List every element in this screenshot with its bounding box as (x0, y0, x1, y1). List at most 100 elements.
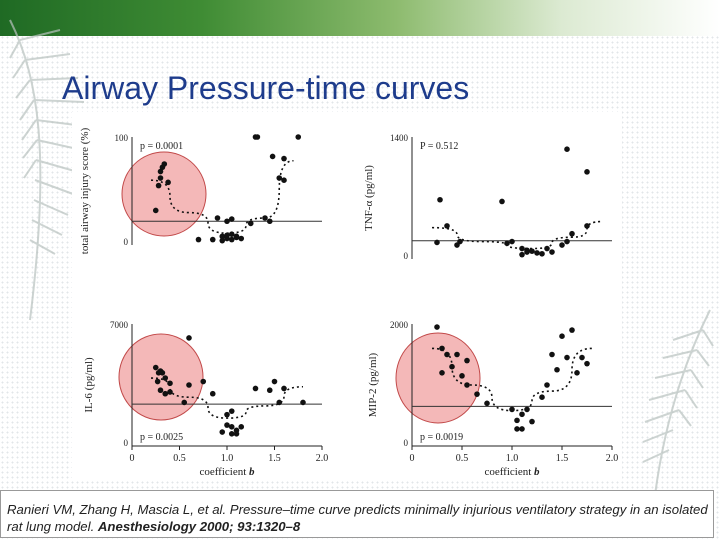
data-point (200, 378, 207, 385)
data-point (569, 230, 575, 237)
data-point (539, 250, 545, 257)
x-tick-label: 2.0 (316, 453, 329, 464)
data-point (224, 218, 230, 225)
citation-journal: Anesthesiology 2000; 93:1320–8 (97, 519, 301, 534)
data-point (159, 370, 166, 376)
data-point (549, 351, 555, 358)
x-tick-label: 1.5 (556, 453, 569, 464)
data-point (509, 238, 515, 245)
data-point (228, 231, 235, 237)
subplot-2: 1400 0 TNF-α (pg/ml) P = 0.512 (363, 133, 612, 261)
data-point (519, 251, 525, 258)
data-point (266, 218, 273, 225)
data-point (228, 424, 235, 430)
data-point (276, 175, 283, 181)
data-point (579, 354, 585, 361)
data-point (281, 155, 287, 162)
y-tick-label: 100 (115, 133, 129, 143)
data-point (228, 431, 235, 437)
data-point (238, 424, 245, 430)
p-value-label: p = 0.0001 (140, 141, 183, 152)
data-point (584, 169, 590, 175)
y-tick-label: 0 (124, 237, 129, 247)
y-tick-label: 0 (404, 251, 409, 261)
data-point (457, 238, 463, 245)
data-point (564, 354, 570, 361)
subplot-1: 100 0 total airway injury score (%) p = 0.0… (79, 127, 322, 254)
data-point (269, 153, 276, 160)
header-gradient-bar (0, 0, 720, 36)
data-point (529, 418, 535, 425)
data-point (154, 378, 161, 385)
data-point (152, 364, 159, 371)
data-point (162, 375, 169, 381)
x-axis-label-text: coefficient (199, 466, 249, 478)
data-point (534, 250, 540, 256)
data-point (238, 235, 245, 242)
figure-svg: 100 0 total airway injury score (%) p = 0.0… (79, 127, 618, 478)
data-point (233, 431, 240, 437)
x-axis-1: 0 0.5 1.0 1.5 2.0 coefficient b (130, 445, 329, 478)
data-point (181, 399, 188, 406)
data-point (252, 385, 259, 392)
data-point (224, 411, 230, 418)
data-point (549, 249, 555, 255)
x-tick-label: 1.0 (506, 453, 519, 464)
data-point (254, 134, 261, 140)
slide-title: Airway Pressure-time curves (62, 70, 470, 106)
data-point (186, 335, 192, 341)
data-point (224, 422, 230, 428)
data-point (459, 373, 465, 379)
x-tick-label: 1.0 (221, 453, 234, 464)
x-tick-label: 0.5 (456, 453, 469, 464)
data-point (519, 411, 525, 418)
data-point (233, 233, 240, 240)
data-point (167, 380, 173, 387)
data-point (484, 400, 490, 407)
data-point (209, 236, 216, 243)
data-point (295, 134, 302, 140)
fern-decoration-right (642, 309, 714, 496)
data-point (559, 333, 565, 339)
data-point (444, 223, 450, 229)
data-point (449, 363, 455, 370)
data-point (454, 351, 460, 358)
p-value-label: P = 0.512 (420, 141, 458, 152)
data-point (444, 351, 450, 358)
data-point (276, 399, 283, 406)
data-point (529, 248, 535, 254)
data-point (281, 177, 287, 183)
data-point (152, 207, 159, 214)
data-point (464, 382, 470, 388)
data-point (155, 182, 162, 189)
p-value-label: p = 0.0019 (420, 432, 463, 443)
data-point (224, 232, 230, 239)
data-point (157, 168, 164, 175)
figure-panel: 100 0 total airway injury score (%) p = 0.0… (72, 112, 622, 480)
p-value-label: p = 0.0025 (140, 432, 183, 443)
data-point (271, 378, 278, 385)
y-tick-label: 0 (124, 438, 129, 448)
data-point (262, 215, 268, 221)
data-point (228, 236, 235, 243)
data-point (434, 239, 440, 246)
data-point (157, 387, 164, 394)
y-tick-label: 1400 (390, 133, 409, 143)
data-point (514, 426, 520, 432)
x-tick-label: 1.5 (268, 453, 281, 464)
data-point (157, 175, 164, 181)
citation-text: Ranieri VM, Zhang H, Mascia L, et al. Pr… (7, 502, 708, 534)
highlight-circle (395, 332, 481, 424)
data-point (266, 387, 273, 394)
data-point (544, 245, 550, 252)
data-point (474, 391, 480, 397)
data-point (247, 220, 254, 227)
data-point (524, 406, 530, 413)
data-point (569, 327, 575, 333)
data-point (300, 399, 306, 406)
data-point (524, 247, 530, 254)
data-point (554, 366, 560, 373)
data-point (544, 382, 550, 388)
fit-curve (150, 377, 304, 419)
data-point (584, 360, 590, 367)
